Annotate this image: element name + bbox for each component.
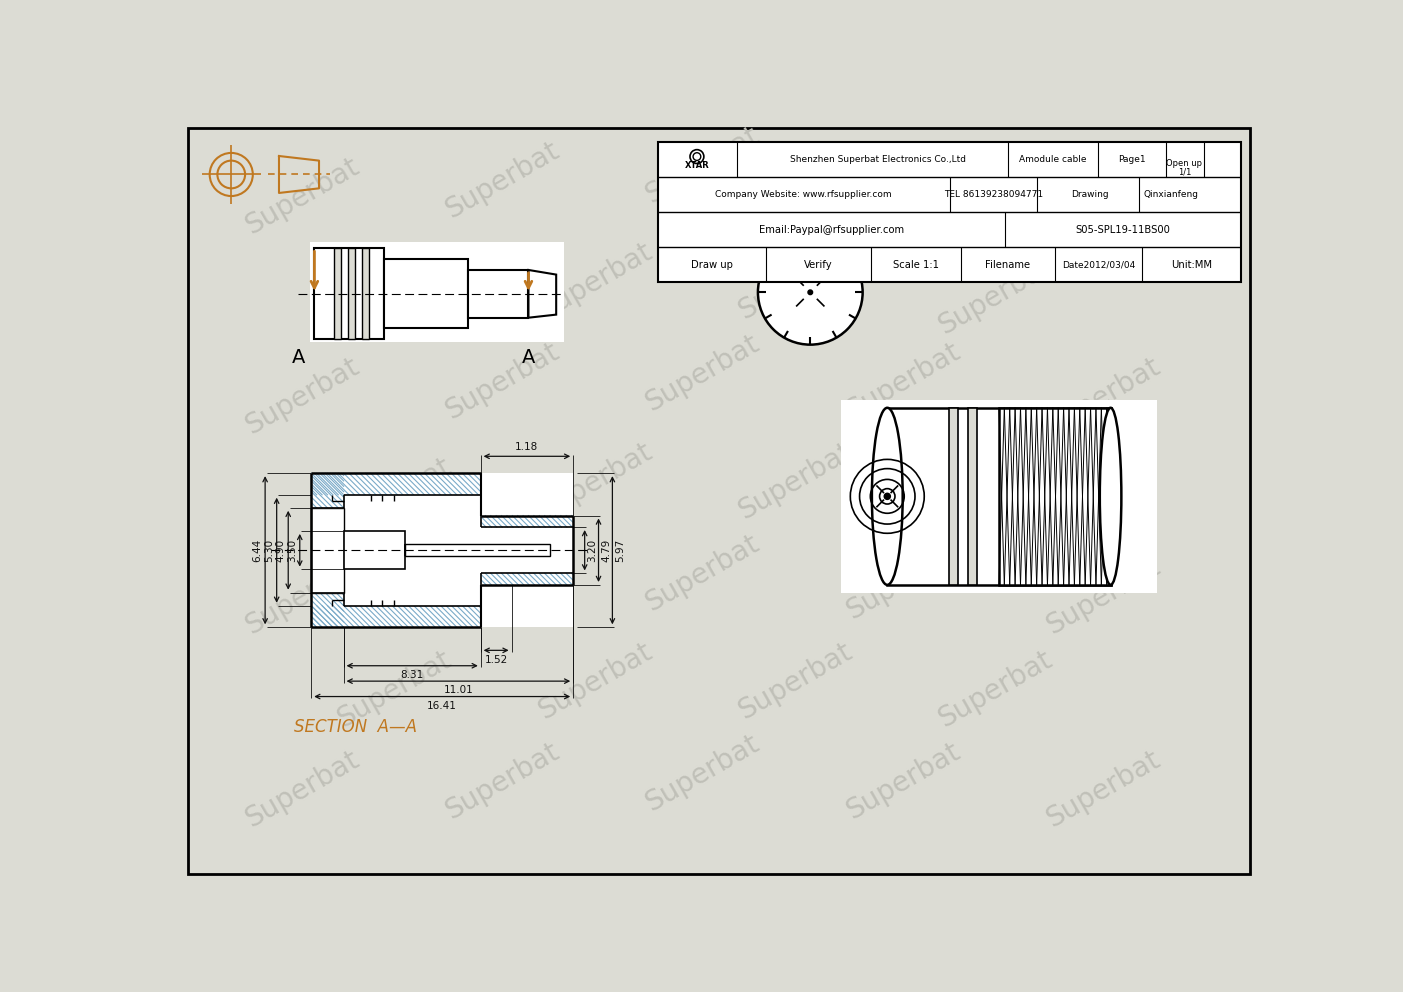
Text: Superbat: Superbat	[840, 737, 965, 825]
Text: Superbat: Superbat	[641, 329, 765, 417]
Text: SECTION  A—A: SECTION A—A	[295, 718, 418, 736]
Text: TEL 86139238094771: TEL 86139238094771	[944, 190, 1042, 199]
Bar	[405, 544, 550, 557]
Text: Superbat: Superbat	[240, 152, 363, 240]
Ellipse shape	[1100, 408, 1121, 585]
Bar	[362, 248, 369, 339]
Text: Superbat: Superbat	[933, 252, 1056, 340]
Bar	[344, 531, 405, 569]
Text: Superbat: Superbat	[441, 337, 564, 425]
Circle shape	[808, 290, 812, 295]
Text: A: A	[522, 348, 535, 367]
Text: Superbat: Superbat	[533, 437, 657, 525]
Text: Superbat: Superbat	[1041, 152, 1164, 240]
Text: 4.90: 4.90	[275, 539, 286, 561]
Text: Superbat: Superbat	[1041, 745, 1164, 832]
Text: Verify: Verify	[804, 260, 832, 270]
Text: Superbat: Superbat	[441, 737, 564, 825]
Bar	[344, 495, 481, 606]
Text: Superbat: Superbat	[333, 252, 456, 340]
Text: Unit:MM: Unit:MM	[1172, 260, 1212, 270]
Text: Superbat: Superbat	[933, 645, 1056, 733]
Text: Superbat: Superbat	[240, 352, 363, 440]
Text: Superbat: Superbat	[441, 137, 564, 224]
Bar	[840, 400, 1157, 592]
Text: 5.97: 5.97	[615, 539, 626, 561]
Text: Superbat: Superbat	[732, 237, 857, 324]
Text: 8.31: 8.31	[401, 670, 424, 680]
Text: Company Website: www.rfsupplier.com: Company Website: www.rfsupplier.com	[716, 190, 892, 199]
Circle shape	[776, 258, 845, 326]
Text: 3.20: 3.20	[588, 539, 598, 561]
Text: Superbat: Superbat	[732, 437, 857, 525]
Text: 11.01: 11.01	[443, 685, 473, 695]
Circle shape	[766, 248, 854, 337]
Circle shape	[803, 285, 818, 300]
Text: Date2012/03/04: Date2012/03/04	[1062, 260, 1135, 269]
Text: 1.52: 1.52	[484, 655, 508, 665]
Polygon shape	[529, 270, 556, 317]
Circle shape	[758, 240, 863, 344]
Bar	[348, 248, 355, 339]
Bar	[968, 408, 978, 585]
Text: 1.18: 1.18	[515, 442, 539, 452]
Text: Superbat: Superbat	[732, 637, 857, 725]
Bar	[658, 142, 1242, 283]
Circle shape	[788, 271, 832, 313]
Bar	[948, 408, 958, 585]
Bar	[481, 516, 572, 585]
Text: Open up: Open up	[1166, 159, 1202, 168]
Text: Superbat: Superbat	[1041, 352, 1164, 440]
Text: Superbat: Superbat	[533, 637, 657, 725]
Text: Superbat: Superbat	[933, 452, 1056, 541]
Text: Superbat: Superbat	[533, 237, 657, 324]
Ellipse shape	[871, 408, 902, 585]
Bar	[887, 408, 1111, 585]
Text: Filename: Filename	[985, 260, 1031, 270]
Text: 16.41: 16.41	[428, 700, 457, 711]
Text: 1/1: 1/1	[1177, 168, 1191, 177]
Text: Superbat: Superbat	[840, 538, 965, 625]
Bar	[383, 259, 469, 328]
Text: Scale 1:1: Scale 1:1	[894, 260, 940, 270]
Text: Qinxianfeng: Qinxianfeng	[1143, 190, 1200, 199]
Text: 3.50: 3.50	[288, 539, 297, 561]
Text: 4.79: 4.79	[602, 539, 612, 561]
Bar	[334, 248, 341, 339]
Text: Superbat: Superbat	[641, 530, 765, 617]
Text: A: A	[292, 348, 304, 367]
Bar	[310, 242, 564, 342]
Bar	[999, 408, 1111, 585]
Text: 5.30: 5.30	[264, 539, 274, 561]
Bar	[469, 270, 529, 317]
Text: Superbat: Superbat	[240, 745, 363, 832]
Text: Superbat: Superbat	[333, 452, 456, 541]
Text: Superbat: Superbat	[240, 553, 363, 640]
Text: Superbat: Superbat	[333, 645, 456, 733]
Text: 6.44: 6.44	[253, 539, 262, 561]
Text: Superbat: Superbat	[441, 538, 564, 625]
Text: Amodule cable: Amodule cable	[1019, 155, 1087, 164]
Text: Shenzhen Superbat Electronics Co.,Ltd: Shenzhen Superbat Electronics Co.,Ltd	[790, 155, 965, 164]
Text: Superbat: Superbat	[641, 121, 765, 209]
Text: Superbat: Superbat	[840, 337, 965, 425]
Bar	[311, 508, 344, 592]
Bar	[311, 473, 572, 627]
Text: XTAR: XTAR	[685, 162, 710, 171]
Circle shape	[884, 493, 891, 499]
Text: Drawing: Drawing	[1070, 190, 1108, 199]
Text: S05-SPL19-11BS00: S05-SPL19-11BS00	[1076, 225, 1170, 235]
Text: Superbat: Superbat	[1041, 553, 1164, 640]
Text: Superbat: Superbat	[840, 137, 965, 224]
Text: Email:Paypal@rfsupplier.com: Email:Paypal@rfsupplier.com	[759, 225, 904, 235]
Text: Page1: Page1	[1118, 155, 1146, 164]
Text: Superbat: Superbat	[641, 730, 765, 817]
Bar	[314, 248, 383, 339]
Text: Draw up: Draw up	[692, 260, 732, 270]
